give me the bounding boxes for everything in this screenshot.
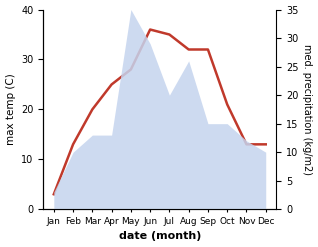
Y-axis label: med. precipitation (kg/m2): med. precipitation (kg/m2) (302, 44, 313, 175)
Y-axis label: max temp (C): max temp (C) (5, 74, 16, 145)
X-axis label: date (month): date (month) (119, 231, 201, 242)
